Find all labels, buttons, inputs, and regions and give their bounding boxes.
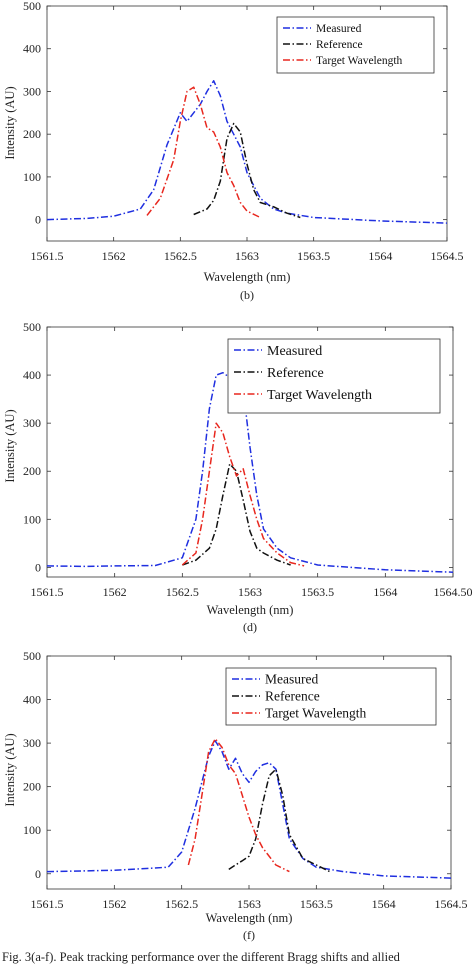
y-tick-label: 0 bbox=[35, 560, 41, 574]
x-tick-label: 1562.5 bbox=[164, 249, 197, 263]
y-axis-label: Intensity (AU) bbox=[3, 409, 17, 482]
y-tick-label: 100 bbox=[23, 170, 41, 184]
x-tick-label: 1562 bbox=[102, 897, 126, 911]
x-tick-label: 1562 bbox=[103, 585, 127, 599]
x-tick-label: 1562.5 bbox=[165, 897, 198, 911]
series-line-target-wavelength bbox=[181, 422, 305, 567]
legend-entry: Reference bbox=[316, 39, 363, 51]
series-line-reference bbox=[228, 768, 331, 873]
legend-box bbox=[225, 667, 437, 726]
legend-entry: Reference bbox=[267, 366, 324, 381]
panel-label: (b) bbox=[240, 288, 254, 302]
series-line-measured bbox=[47, 740, 451, 879]
x-tick-label: 1564.50 bbox=[434, 585, 473, 599]
legend: Measured Reference Target Wavelength bbox=[225, 667, 437, 726]
y-tick-label: 200 bbox=[23, 780, 41, 794]
series-line-target-wavelength bbox=[187, 737, 290, 873]
legend: Measured Reference Target Wavelength bbox=[276, 16, 435, 74]
chart-panel-3: 1561.5 1562 1562.5 1563 1563.5 1564 1564.5 0 100… bbox=[3, 649, 468, 942]
x-tick-label: 1563 bbox=[238, 585, 262, 599]
series-line-reference bbox=[193, 122, 301, 219]
x-tick-label: 1561.5 bbox=[31, 249, 64, 263]
x-tick-label: 1564 bbox=[372, 897, 396, 911]
y-tick-label: 200 bbox=[23, 464, 41, 478]
y-tick-label: 500 bbox=[23, 0, 41, 13]
y-tick-label: 300 bbox=[23, 736, 41, 750]
chart-panel-1: 1561.5 1562 1562.5 1563 1563.5 1564 1564.5 0 100… bbox=[3, 0, 464, 302]
x-tick-label: 1562.5 bbox=[166, 585, 199, 599]
x-axis-label: Wavelength (nm) bbox=[207, 603, 294, 617]
x-tick-label: 1564.5 bbox=[435, 897, 468, 911]
x-tick-label: 1563.5 bbox=[301, 585, 334, 599]
x-tick-label: 1564 bbox=[373, 585, 397, 599]
panel-label: (d) bbox=[243, 620, 257, 634]
series-line-target-wavelength bbox=[146, 86, 261, 219]
y-tick-label: 300 bbox=[23, 416, 41, 430]
y-tick-label: 200 bbox=[23, 127, 41, 141]
y-tick-label: 300 bbox=[23, 84, 41, 98]
x-axis-label: Wavelength (nm) bbox=[204, 270, 291, 284]
y-tick-label: 500 bbox=[23, 320, 41, 334]
series-line-reference bbox=[182, 463, 291, 566]
x-axis-label: Wavelength (nm) bbox=[206, 911, 293, 925]
legend-box bbox=[227, 338, 441, 414]
y-tick-label: 100 bbox=[23, 512, 41, 526]
x-tick-label: 1564 bbox=[368, 249, 392, 263]
x-tick-label: 1563 bbox=[237, 897, 261, 911]
panel-label: (f) bbox=[243, 928, 255, 942]
x-tick-label: 1562 bbox=[102, 249, 126, 263]
chart-panel-2: 1561.5 1562 1562.5 1563 1563.5 1564 1564.50 0 10… bbox=[3, 320, 473, 634]
x-tick-label: 1563 bbox=[235, 249, 259, 263]
y-tick-label: 400 bbox=[23, 42, 41, 56]
y-tick-label: 500 bbox=[23, 649, 41, 663]
x-tick-label: 1564.5 bbox=[431, 249, 464, 263]
series-line-measured bbox=[47, 80, 447, 224]
y-tick-label: 0 bbox=[35, 213, 41, 227]
legend-entry: Reference bbox=[265, 689, 320, 704]
y-tick-label: 0 bbox=[35, 867, 41, 881]
legend-entry: Measured bbox=[267, 344, 322, 359]
x-tick-label: 1561.5 bbox=[31, 585, 64, 599]
y-axis-label: Intensity (AU) bbox=[3, 733, 17, 806]
legend-entry: Measured bbox=[265, 672, 318, 687]
legend-entry: Target Wavelength bbox=[267, 388, 372, 403]
x-tick-label: 1563.5 bbox=[300, 897, 333, 911]
legend-entry: Target Wavelength bbox=[265, 706, 367, 721]
legend: Measured Reference Target Wavelength bbox=[227, 338, 441, 414]
legend-entry: Measured bbox=[316, 23, 362, 35]
x-tick-label: 1561.5 bbox=[31, 897, 64, 911]
figure-caption: Fig. 3(a-f). Peak tracking performance o… bbox=[2, 950, 400, 964]
y-tick-label: 400 bbox=[23, 693, 41, 707]
y-tick-label: 400 bbox=[23, 368, 41, 382]
y-axis-label: Intensity (AU) bbox=[3, 86, 17, 159]
x-tick-label: 1563.5 bbox=[297, 249, 330, 263]
legend-box bbox=[276, 16, 435, 74]
y-tick-label: 100 bbox=[23, 823, 41, 837]
legend-entry: Target Wavelength bbox=[316, 55, 403, 67]
